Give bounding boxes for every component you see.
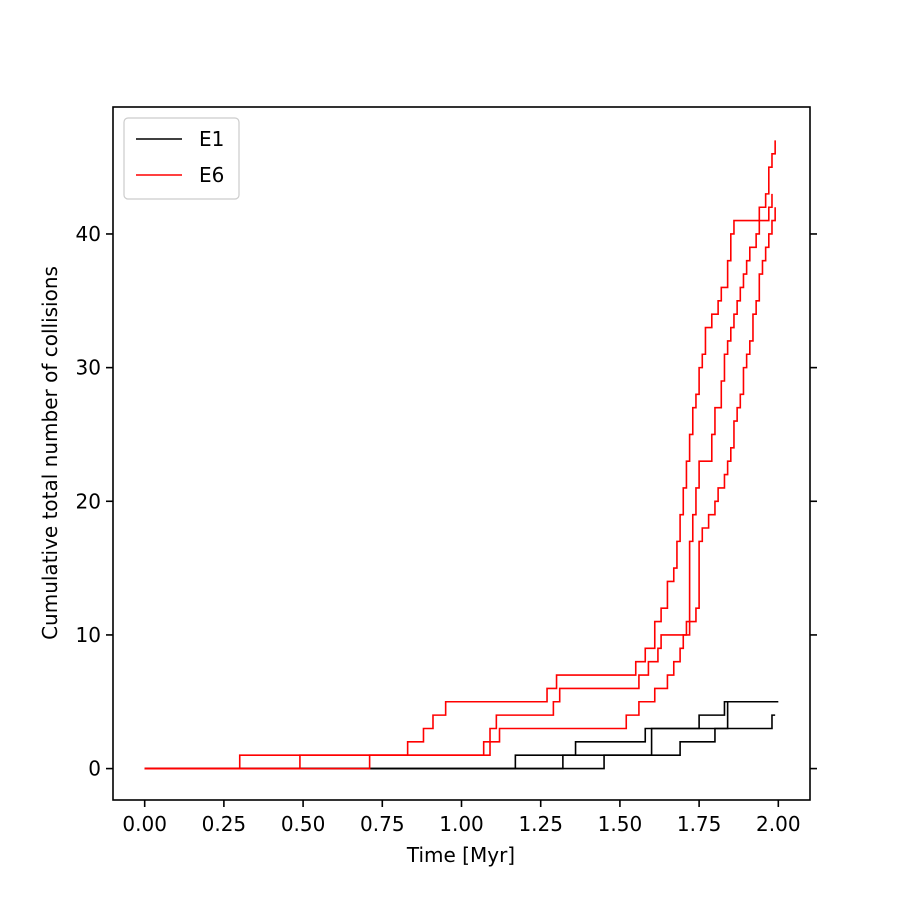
y-axis-label: Cumulative total number of collisions: [38, 266, 62, 640]
plot-area: [113, 107, 810, 800]
y-tick-label: 0: [88, 757, 101, 781]
x-tick-label: 1.50: [598, 812, 643, 836]
series-line-e6-5: [144, 193, 773, 770]
series-line-e1-1: [144, 700, 779, 770]
y-tick-label: 40: [76, 222, 101, 246]
x-tick-label: 1.00: [439, 812, 484, 836]
x-tick-label: 0.25: [202, 812, 247, 836]
y-tick-label: 10: [76, 623, 101, 647]
y-tick-label: 20: [76, 489, 101, 513]
series-line-e1-2: [144, 700, 776, 770]
x-axis-label: Time [Myr]: [406, 843, 515, 867]
x-tick-label: 0.75: [360, 812, 405, 836]
legend-label-e1: E1: [199, 127, 224, 151]
series-line-e1-3: [144, 714, 776, 770]
x-tick-label: 0.00: [122, 812, 167, 836]
plot-frame: [112, 106, 811, 801]
legend: E1 E6: [123, 117, 240, 200]
x-tick-label: 2.00: [756, 812, 801, 836]
y-tick-label: 30: [76, 356, 101, 380]
series-line-e6-6: [144, 207, 776, 770]
x-tick-label: 0.50: [281, 812, 326, 836]
x-tick-label: 1.25: [518, 812, 563, 836]
x-tick-label: 1.75: [677, 812, 722, 836]
tick-layer: 0.00 0.25 0.50 0.75 1.00 1.25 1.50 1.75 2.00 0 10 2…: [76, 222, 817, 836]
series-line-e6-4: [144, 140, 776, 770]
legend-label-e6: E6: [199, 163, 224, 187]
series-layer: [144, 140, 779, 770]
